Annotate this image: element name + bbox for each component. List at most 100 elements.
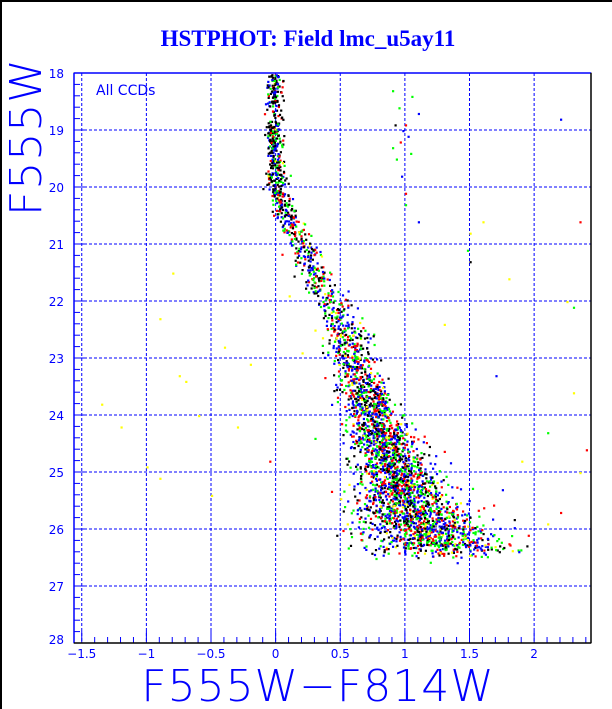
data-point [405,459,408,462]
data-point [398,437,402,440]
data-point [271,161,274,165]
data-point [354,331,357,334]
data-point [410,152,413,155]
data-point [403,521,406,525]
data-point [436,520,439,523]
data-point [398,478,402,481]
data-point [442,519,445,522]
data-point [393,435,396,438]
data-point [390,541,393,544]
data-point [459,502,462,505]
data-point [364,434,367,437]
data-point [314,275,318,278]
data-point [391,491,394,494]
data-point [374,396,377,399]
data-point [281,206,284,209]
data-point [435,502,438,505]
data-point [424,527,427,530]
data-point [405,514,408,518]
data-point [365,405,368,408]
data-point [388,483,391,486]
data-point [276,90,280,93]
data-point [579,472,582,475]
data-point [378,494,381,497]
data-point [371,358,375,361]
data-point [271,101,274,104]
data-point [398,442,401,446]
data-point [358,437,361,440]
data-point [415,510,418,513]
data-point [452,549,455,553]
data-point [438,491,441,494]
data-point [380,431,383,434]
data-point [424,473,427,476]
data-point [352,472,355,475]
data-point [359,414,362,417]
data-point [312,270,315,273]
data-point [400,429,403,433]
data-point [407,467,410,470]
data-point [384,495,387,498]
data-point [396,544,399,547]
data-point [278,78,281,81]
data-point [403,520,406,523]
data-point [436,512,439,515]
data-point [336,332,339,335]
data-point [416,517,420,520]
data-point [417,463,420,467]
data-point [443,526,446,529]
data-point [300,239,303,242]
data-point [368,445,371,448]
data-point [411,542,414,545]
data-point [279,191,282,194]
data-point [378,374,381,377]
data-point [282,118,285,121]
data-point [283,160,286,163]
data-point [337,320,340,323]
data-point [403,414,406,417]
data-point [323,277,326,280]
data-point [447,483,450,486]
data-point [391,500,394,503]
data-point [391,535,394,538]
data-point [364,370,367,374]
data-point [417,494,420,497]
data-point [423,453,426,456]
data-point [426,491,429,494]
data-point [411,441,414,444]
data-point [375,454,378,457]
data-point [368,490,371,493]
data-point [463,521,466,525]
data-point [282,192,285,195]
data-point [283,172,286,175]
data-point [378,434,381,438]
data-point [354,348,357,351]
data-point [390,507,393,510]
data-point [366,438,369,441]
data-point [366,418,369,421]
data-point [411,484,414,487]
data-point [289,226,292,229]
data-point [340,383,343,386]
data-point [358,499,361,502]
data-point [354,357,357,360]
data-point [266,136,270,139]
data-point [268,101,271,104]
data-point [382,465,385,468]
data-point [447,524,450,528]
data-point [437,516,440,519]
data-point [395,517,398,520]
data-point [282,139,285,142]
data-point [420,452,423,455]
data-point [304,223,307,226]
data-point [383,520,386,523]
data-point [426,505,429,508]
data-point [444,529,447,532]
data-point [382,418,385,421]
data-point [277,115,280,118]
data-point [272,189,275,192]
data-point [419,525,422,529]
data-point [335,350,338,353]
data-point [496,540,499,543]
y-tick-label: 26 [49,523,64,537]
